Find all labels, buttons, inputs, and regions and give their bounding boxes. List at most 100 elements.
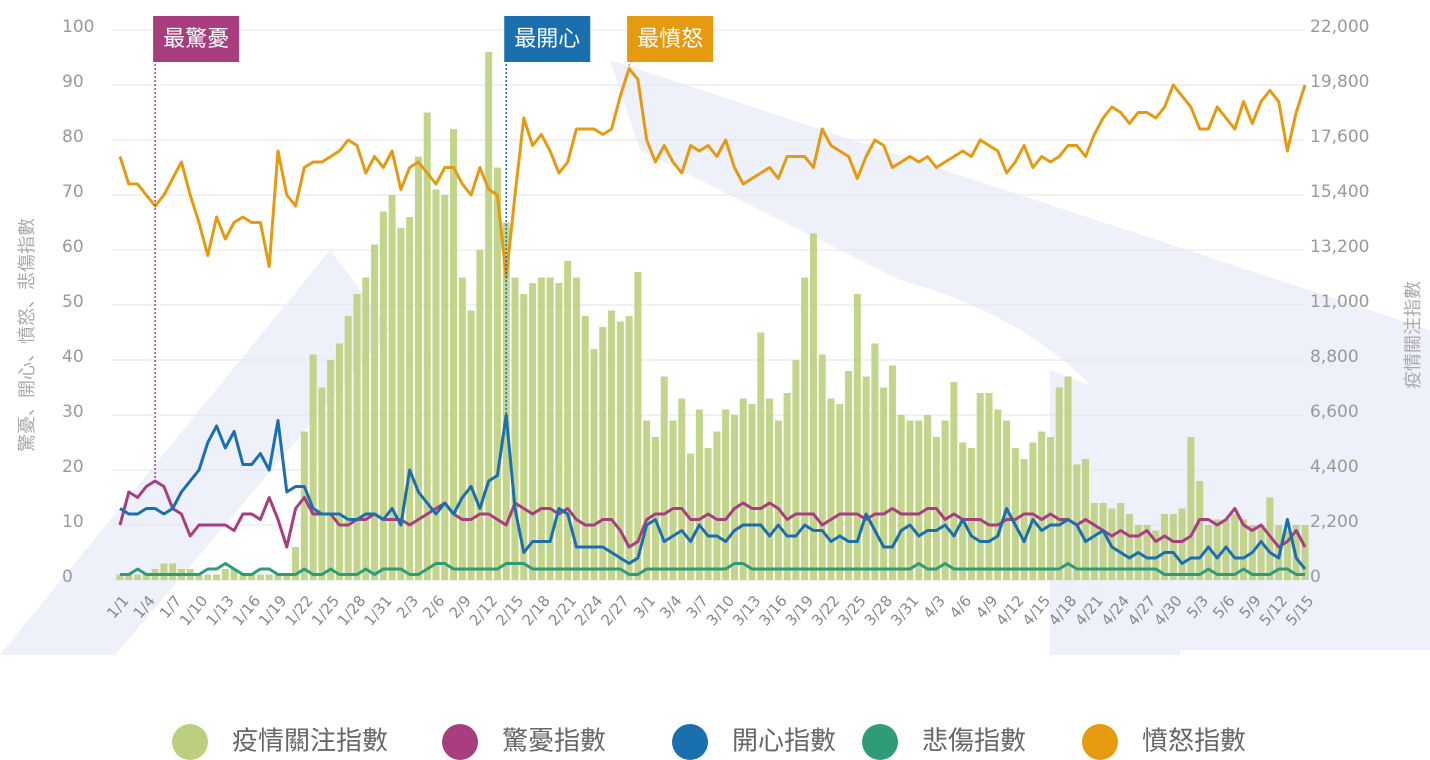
bar xyxy=(695,409,703,580)
bar xyxy=(239,574,247,580)
bar xyxy=(230,569,238,580)
legend-swatch xyxy=(442,724,478,760)
bar xyxy=(546,277,554,580)
x-tick-label: 2/18 xyxy=(518,592,553,629)
bar xyxy=(388,195,396,580)
bar xyxy=(994,409,1002,580)
x-tick-label: 1/25 xyxy=(308,592,343,629)
bar xyxy=(1011,448,1019,580)
bar xyxy=(379,211,387,580)
bar xyxy=(845,371,853,580)
x-tick-label: 4/6 xyxy=(946,592,975,622)
bar xyxy=(1055,387,1063,580)
annotation-box xyxy=(627,16,714,62)
bar xyxy=(634,272,642,580)
bar xyxy=(318,387,326,580)
bar xyxy=(1169,514,1177,580)
bar xyxy=(1204,525,1212,580)
bar xyxy=(897,415,905,580)
x-tick-label: 3/13 xyxy=(729,592,764,629)
bar xyxy=(836,404,844,580)
x-tick-label: 4/12 xyxy=(992,592,1027,629)
annotation-text: 最憤怒 xyxy=(637,27,703,52)
legend-swatch xyxy=(1082,724,1118,760)
legend-swatch xyxy=(172,724,208,760)
annotation-text: 最驚憂 xyxy=(163,27,229,52)
bar xyxy=(880,387,888,580)
y-tick-label: 60 xyxy=(62,237,84,257)
y-tick-label: 30 xyxy=(62,402,84,422)
bar xyxy=(572,277,580,580)
bar xyxy=(160,563,168,580)
bar xyxy=(581,316,589,580)
bar xyxy=(783,393,791,580)
bar xyxy=(625,316,633,580)
bar xyxy=(862,376,870,580)
bar xyxy=(616,321,624,580)
bar xyxy=(335,343,343,580)
x-tick-label: 3/25 xyxy=(834,592,869,629)
bar xyxy=(801,277,809,580)
bar xyxy=(757,332,765,580)
bar xyxy=(441,195,449,580)
bar xyxy=(169,563,177,580)
bar xyxy=(730,415,738,580)
y2-tick-label: 11,000 xyxy=(1310,292,1369,312)
x-tick-label: 1/19 xyxy=(255,592,290,629)
bar xyxy=(669,420,677,580)
y-tick-label: 90 xyxy=(62,72,84,92)
bar xyxy=(1143,525,1151,580)
bar xyxy=(739,398,747,580)
bar xyxy=(204,574,212,580)
bar xyxy=(353,294,361,580)
x-tick-label: 3/31 xyxy=(887,592,922,629)
x-tick-label: 2/24 xyxy=(571,592,606,629)
bar xyxy=(213,574,221,580)
y2-tick-label: 0 xyxy=(1310,567,1321,587)
x-tick-label: 3/22 xyxy=(808,592,843,629)
bar xyxy=(248,574,256,580)
bar xyxy=(142,574,150,580)
bar xyxy=(818,354,826,580)
x-tick-label: 3/4 xyxy=(656,592,685,622)
bar xyxy=(722,409,730,580)
y2-tick-label: 8,800 xyxy=(1310,347,1359,367)
y-axis-label: 驚憂、開心、憤怒、悲傷指數 xyxy=(17,218,38,452)
bar xyxy=(967,448,975,580)
bar xyxy=(476,250,484,580)
bar xyxy=(1240,519,1248,580)
legend-label: 驚憂指數 xyxy=(502,727,606,757)
bar xyxy=(906,420,914,580)
bar xyxy=(221,569,229,580)
bar xyxy=(1196,481,1204,580)
bar xyxy=(283,574,291,580)
bar xyxy=(1257,525,1265,580)
annotation: 最驚憂 xyxy=(153,16,240,62)
x-tick-label: 3/10 xyxy=(703,592,738,629)
legend-swatch xyxy=(862,724,898,760)
annotation: 最憤怒 xyxy=(627,16,714,62)
y-tick-label: 50 xyxy=(62,292,84,312)
bar xyxy=(924,415,932,580)
legend-label: 悲傷指數 xyxy=(922,727,1026,757)
bar xyxy=(493,167,501,580)
bar xyxy=(432,189,440,580)
bar xyxy=(687,453,695,580)
bar xyxy=(256,574,264,580)
bar xyxy=(450,129,458,580)
x-tick-label: 1/16 xyxy=(229,592,264,629)
bar xyxy=(362,277,370,580)
bar xyxy=(1266,497,1274,580)
y-tick-label: 10 xyxy=(62,512,84,532)
x-tick-label: 3/28 xyxy=(861,592,896,629)
bar xyxy=(1064,376,1072,580)
bar xyxy=(1125,514,1133,580)
bar xyxy=(485,52,493,580)
bar xyxy=(959,442,967,580)
bar xyxy=(1046,437,1054,580)
bar xyxy=(774,420,782,580)
bar xyxy=(423,112,431,580)
annotation-box xyxy=(504,16,591,62)
bar xyxy=(1038,431,1046,580)
y2-axis-label: 疫情關注指數 xyxy=(1403,281,1424,389)
